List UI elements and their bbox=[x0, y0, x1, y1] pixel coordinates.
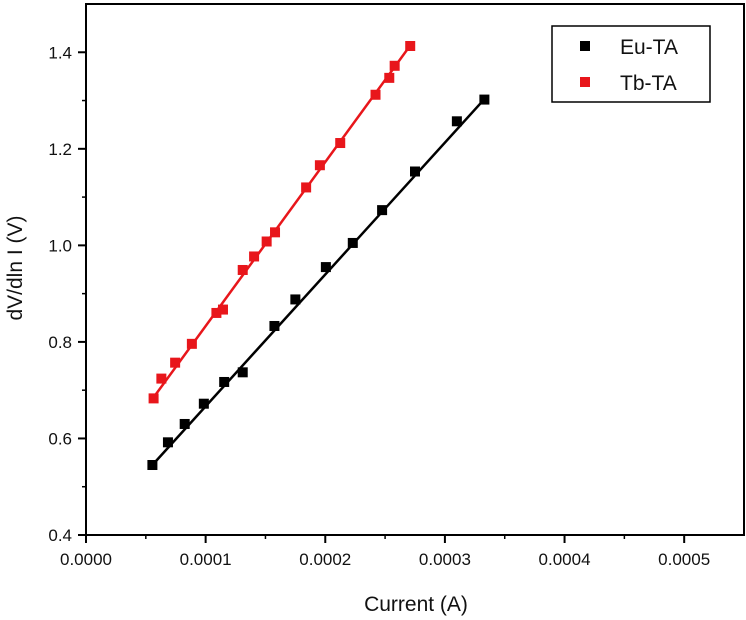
data-point-tb-ta bbox=[148, 393, 159, 404]
x-tick-label: 0.0001 bbox=[180, 550, 232, 569]
data-point-tb-ta bbox=[261, 236, 272, 247]
data-point-eu-ta bbox=[479, 94, 490, 105]
data-point-eu-ta bbox=[162, 437, 173, 448]
data-point-tb-ta bbox=[170, 357, 181, 368]
data-point-tb-ta bbox=[314, 160, 325, 171]
data-point-eu-ta bbox=[320, 262, 331, 273]
data-point-tb-ta bbox=[156, 373, 167, 384]
data-point-tb-ta bbox=[211, 307, 222, 318]
x-tick-label: 0.0002 bbox=[299, 550, 351, 569]
y-axis-title: dV/dln I (V) bbox=[4, 215, 27, 320]
plot-frame bbox=[85, 3, 745, 536]
x-tick-label: 0.0003 bbox=[419, 550, 471, 569]
y-tick-label: 0.8 bbox=[48, 333, 72, 352]
legend: Eu-TA Tb-TA bbox=[551, 25, 711, 103]
data-point-eu-ta bbox=[410, 166, 420, 177]
legend-label-eu-ta: Eu-TA bbox=[620, 36, 678, 59]
data-point-tb-ta bbox=[335, 138, 346, 149]
data-point-eu-ta bbox=[377, 205, 388, 216]
x-tick-label: 0.0000 bbox=[60, 550, 112, 569]
data-point-tb-ta bbox=[186, 338, 197, 349]
data-point-eu-ta bbox=[290, 294, 301, 305]
legend-label-tb-ta: Tb-TA bbox=[620, 72, 677, 95]
x-axis-title: Current (A) bbox=[364, 593, 468, 616]
x-tick-label: 0.0004 bbox=[539, 550, 591, 569]
data-point-eu-ta bbox=[147, 460, 158, 471]
data-point-eu-ta bbox=[347, 237, 358, 248]
axes: 0.0000 0.0001 0.0002 0.0003 0.0004 0.0005 0.4 0… bbox=[48, 3, 745, 569]
legend-marker-tb-ta bbox=[580, 77, 590, 87]
y-tick-label: 0.6 bbox=[48, 429, 72, 448]
data-point-tb-ta bbox=[249, 251, 260, 262]
y-tick-label: 1.0 bbox=[48, 236, 72, 255]
data-point-tb-ta bbox=[384, 72, 395, 83]
data-points bbox=[147, 40, 490, 471]
data-point-tb-ta bbox=[301, 182, 312, 193]
fit-line-tb-ta bbox=[152, 44, 412, 399]
data-point-tb-ta bbox=[270, 227, 281, 238]
data-point-tb-ta bbox=[217, 304, 228, 315]
data-point-tb-ta bbox=[405, 40, 416, 51]
data-point-eu-ta bbox=[451, 116, 462, 127]
x-tick-label: 0.0005 bbox=[658, 550, 710, 569]
data-point-tb-ta bbox=[370, 89, 381, 100]
data-point-eu-ta bbox=[237, 367, 248, 378]
data-point-tb-ta bbox=[237, 264, 248, 275]
data-point-eu-ta bbox=[219, 376, 230, 387]
y-tick-label: 1.4 bbox=[48, 43, 72, 62]
legend-marker-eu-ta bbox=[580, 41, 590, 51]
fit-line-eu-ta bbox=[151, 98, 486, 466]
y-tick-label: 0.4 bbox=[48, 526, 72, 545]
data-point-tb-ta bbox=[389, 60, 400, 71]
data-point-eu-ta bbox=[179, 418, 190, 429]
data-point-eu-ta bbox=[198, 398, 209, 409]
data-point-eu-ta bbox=[269, 320, 280, 331]
y-tick-label: 1.2 bbox=[48, 140, 72, 159]
legend-box bbox=[551, 25, 711, 103]
